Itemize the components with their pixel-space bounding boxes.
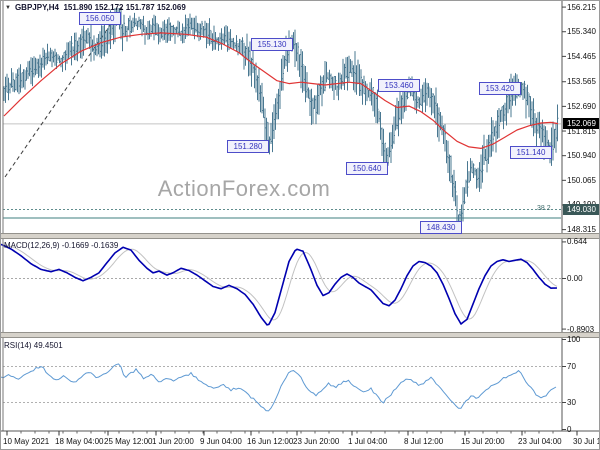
macd-axis-label: -0.8903 [567, 324, 595, 334]
price-axis-label: 156.215 [567, 2, 596, 12]
price-axis-label: 150.065 [567, 175, 596, 185]
symbol-dropdown-icon[interactable]: ▼ [5, 5, 11, 11]
x-axis-label: 18 May 04:00 [55, 436, 104, 446]
rsi-panel-label: RSI(14) 49.4501 [4, 341, 63, 350]
price-annotation: 155.130 [251, 38, 293, 51]
x-axis-label: 10 May 2021 [3, 436, 50, 446]
price-axis-label: 152.690 [567, 101, 596, 111]
x-axis-label: 1 Jul 04:00 [348, 436, 388, 446]
macd-line [1, 243, 558, 326]
rsi-line [1, 363, 557, 412]
macd-panel-label: MACD(12,26,9) -0.1669 -0.1639 [4, 241, 119, 250]
price-annotation: 151.140 [510, 146, 552, 159]
macd-signal-line [1, 243, 558, 321]
panel-separator-macd[interactable] [1, 233, 599, 239]
rsi-axis-label: 30 [567, 398, 576, 407]
price-annotation: 151.280 [227, 140, 269, 153]
rsi-axis-label: 100 [567, 335, 581, 344]
macd-axis-label: 0.644 [567, 237, 588, 247]
rsi-axis-label: 70 [567, 362, 576, 371]
price-annotation: 153.420 [479, 82, 521, 95]
x-axis-label: 15 Jul 20:00 [461, 436, 505, 446]
current-price-box: 152.069 [563, 118, 599, 130]
fib-percent-label: 38.2 [537, 205, 551, 213]
symbol-period-label: GBPJPY,H4 [14, 3, 59, 12]
ma-line [3, 32, 559, 149]
x-axis-label: 23 Jun 20:00 [293, 436, 340, 446]
price-axis-label: 148.315 [567, 225, 596, 235]
x-axis-label: 25 May 12:00 [104, 436, 153, 446]
price-axis-label: 150.940 [567, 151, 596, 161]
macd-axis-label: 0.00 [567, 274, 583, 283]
x-axis-label: 16 Jun 12:00 [247, 436, 294, 446]
fib-price-box: 149.030 [563, 203, 599, 215]
price-annotation: 156.050 [79, 12, 121, 25]
x-axis-label: 30 Jul 12:00 [573, 436, 599, 446]
x-axis-label: 1 Jun 20:00 [152, 436, 194, 446]
price-axis-label: 151.815 [567, 126, 596, 136]
ohlc-values: 151.890 152.172 151.787 152.069 [63, 3, 186, 12]
price-annotation: 148.430 [420, 221, 462, 234]
x-axis-label: 9 Jun 04:00 [200, 436, 242, 446]
x-axis-label: 8 Jul 12:00 [404, 436, 444, 446]
chart-title: ▼ GBPJPY,H4 151.890 152.172 151.787 152.0… [5, 3, 186, 13]
panel-separator-rsi[interactable] [1, 332, 599, 338]
price-axis-label: 155.340 [567, 27, 596, 37]
price-axis-label: 154.465 [567, 51, 596, 61]
x-axis-label: 23 Jul 04:00 [518, 436, 562, 446]
rsi-axis-label: 0 [567, 425, 572, 434]
price-annotation: 150.640 [346, 162, 388, 175]
price-axis-label: 153.565 [567, 77, 596, 87]
price-annotation: 153.460 [378, 79, 420, 92]
watermark: ActionForex.com [157, 176, 331, 201]
